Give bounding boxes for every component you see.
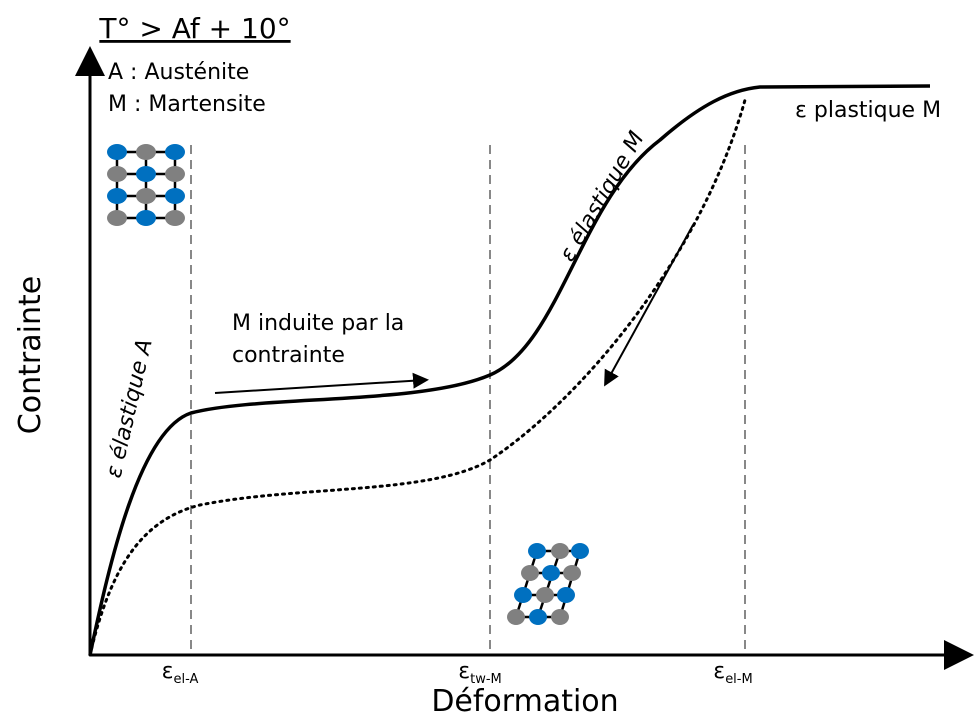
annotation: contrainte <box>232 343 345 368</box>
annotation: ε élastique M <box>555 127 649 266</box>
strain-markers: εel-A εtw-M εel-M <box>162 659 753 687</box>
y-axis-label: Contrainte <box>13 276 48 434</box>
dashed-guides <box>190 145 746 652</box>
unloading-curve <box>88 98 747 657</box>
marker-subscript: el-M <box>725 672 753 687</box>
legend-entry: A : Austénite <box>108 60 249 85</box>
marker-subscript: tw-M <box>470 672 502 687</box>
annotation: ε plastique M <box>795 98 941 123</box>
title: T° > Af + 10° <box>98 12 290 45</box>
austenite-lattice <box>107 144 185 226</box>
strain-marker: εel-A <box>162 659 199 687</box>
marker-subscript: el-A <box>173 672 198 687</box>
annotation: M induite par la <box>232 311 404 336</box>
martensite-lattice <box>507 543 589 625</box>
strain-marker: εel-M <box>713 659 752 687</box>
marker-symbol: ε <box>162 659 174 684</box>
arrow <box>604 224 694 387</box>
loading-curve <box>88 84 931 656</box>
legend-entry: M : Martensite <box>108 92 266 117</box>
marker-symbol: ε <box>458 659 470 684</box>
x-axis-label: Déformation <box>431 684 618 719</box>
strain-marker: εtw-M <box>458 659 502 687</box>
marker-symbol: ε <box>713 659 725 684</box>
arrow <box>214 372 429 394</box>
